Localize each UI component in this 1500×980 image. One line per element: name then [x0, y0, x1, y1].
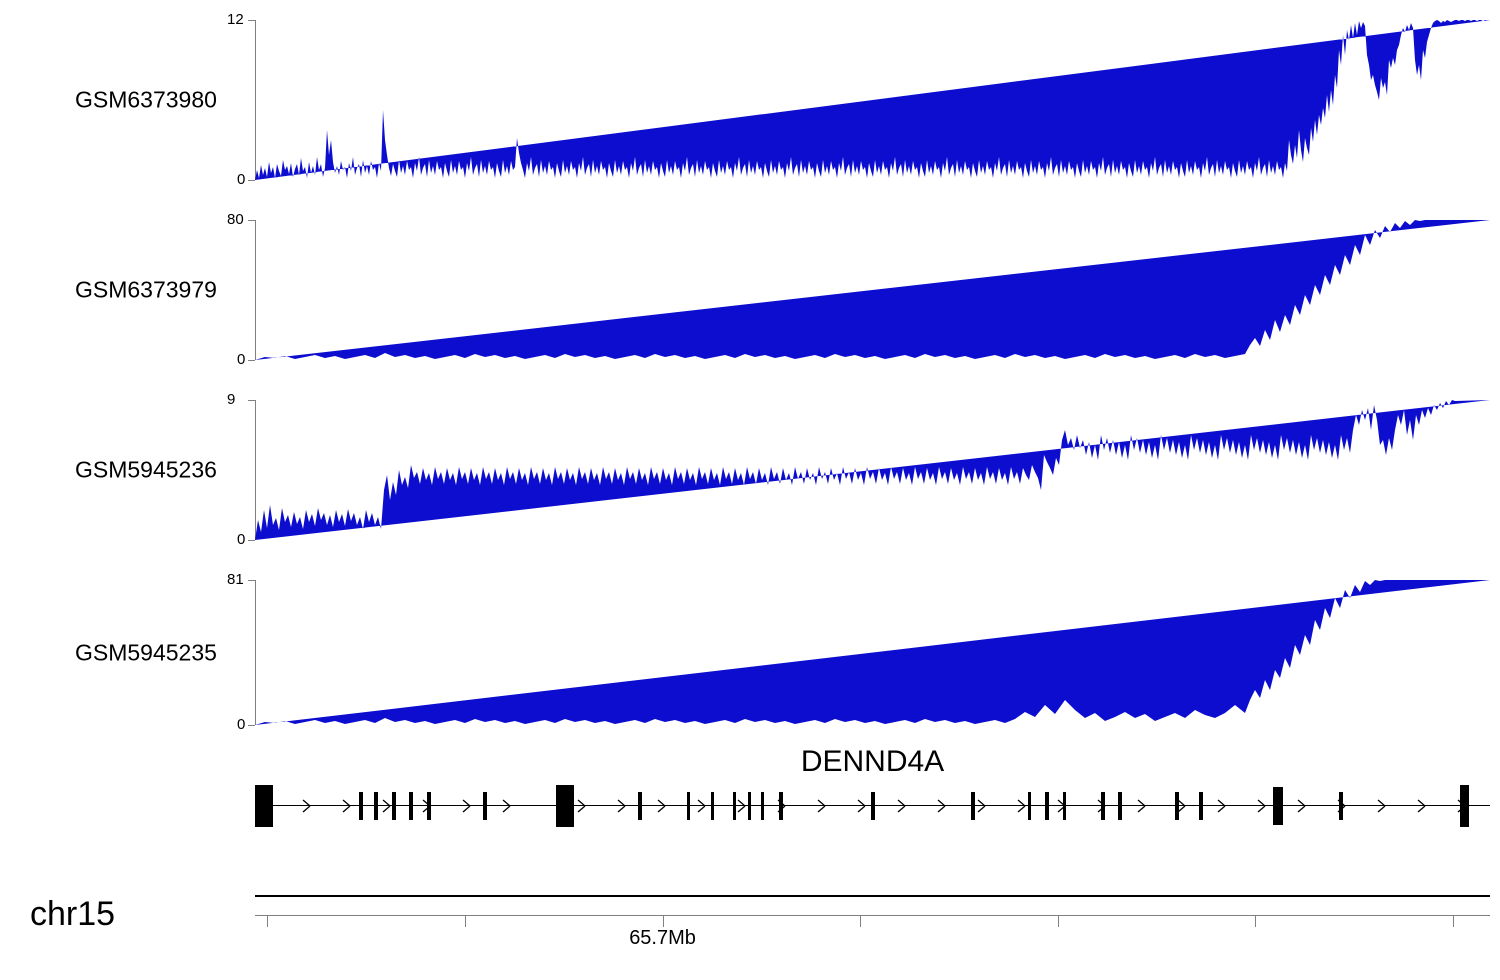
exon-box-25 [1339, 792, 1343, 820]
exon-box-23 [1199, 792, 1203, 820]
signal-polygon-1 [255, 220, 1490, 360]
y-axis-tick-bottom-3 [248, 725, 255, 726]
y-axis-max-label-1: 80 [227, 211, 244, 228]
ruler-tick-5 [1255, 915, 1256, 927]
exon-box-7 [556, 785, 574, 827]
exon-box-13 [761, 792, 764, 820]
y-axis-max-label-3: 81 [227, 571, 244, 588]
exon-box-3 [392, 792, 396, 820]
y-axis-min-label-0: 0 [237, 171, 245, 188]
signal-chart-3 [255, 580, 1490, 725]
exon-box-8 [638, 792, 642, 820]
ruler-position-label: 65.7Mb [613, 927, 713, 950]
y-axis-max-label-0: 12 [227, 11, 244, 28]
y-axis-tick-top-0 [248, 20, 255, 21]
track-plot-0: 12 0 [255, 20, 1490, 180]
signal-polygon-0 [255, 20, 1490, 180]
exon-box-4 [409, 792, 413, 820]
exon-box-10 [711, 792, 714, 820]
exon-box-14 [779, 792, 783, 820]
exon-box-2 [374, 792, 378, 820]
track-row-1: GSM6373979 80 0 [0, 200, 1500, 380]
track-plot-2: 9 0 [255, 400, 1490, 540]
ruler-tick-0 [267, 915, 268, 927]
y-axis-tick-top-3 [248, 580, 255, 581]
ruler-region: 65.7Mb [255, 895, 1490, 955]
y-axis-tick-bottom-2 [248, 540, 255, 541]
y-axis-tick-bottom-0 [248, 180, 255, 181]
exon-box-17 [1028, 792, 1031, 820]
y-axis-min-label-1: 0 [237, 351, 245, 368]
exon-box-26 [1460, 785, 1469, 827]
ruler-tick-2 [663, 915, 664, 927]
signal-polygon-3 [255, 580, 1490, 725]
chromosome-label: chr15 [30, 895, 115, 934]
exon-box-0 [255, 785, 273, 827]
exon-box-24 [1273, 787, 1283, 825]
signal-chart-1 [255, 220, 1490, 360]
ruler-tick-1 [465, 915, 466, 927]
exon-box-22 [1175, 792, 1179, 820]
exon-box-20 [1101, 792, 1105, 820]
ruler-tick-6 [1453, 915, 1454, 927]
ruler-top-line [255, 895, 1490, 897]
exon-box-21 [1118, 792, 1122, 820]
y-axis-max-label-2: 9 [227, 391, 235, 408]
track-label-2: GSM5945236 [75, 457, 217, 484]
exon-box-18 [1045, 792, 1049, 820]
y-axis-tick-bottom-1 [248, 360, 255, 361]
ruler-tick-4 [1058, 915, 1059, 927]
track-plot-3: 81 0 [255, 580, 1490, 725]
exon-box-6 [483, 792, 487, 820]
ruler-tick-3 [860, 915, 861, 927]
genome-browser-view: GSM6373980 12 0 GSM6373979 80 0 GSM59452 [0, 0, 1500, 980]
signal-chart-2 [255, 400, 1490, 540]
exon-box-16 [971, 792, 975, 820]
gene-name-label: DENND4A [255, 745, 1490, 779]
signal-chart-0 [255, 20, 1490, 180]
signal-polygon-2 [255, 400, 1490, 540]
exon-box-5 [427, 792, 431, 820]
y-axis-tick-top-1 [248, 220, 255, 221]
ruler-base-line [255, 915, 1490, 916]
exon-box-9 [687, 792, 690, 820]
y-axis-min-label-3: 0 [237, 716, 245, 733]
track-label-0: GSM6373980 [75, 87, 217, 114]
exon-box-11 [733, 792, 736, 820]
exon-box-15 [871, 792, 875, 820]
exon-box-12 [748, 792, 751, 820]
gene-track-body [255, 785, 1490, 827]
track-row-3: GSM5945235 81 0 [0, 560, 1500, 745]
track-label-1: GSM6373979 [75, 277, 217, 304]
track-plot-1: 80 0 [255, 220, 1490, 360]
track-row-2: GSM5945236 9 0 [0, 380, 1500, 560]
exon-box-19 [1063, 792, 1066, 820]
track-label-3: GSM5945235 [75, 639, 217, 666]
gene-model-region: DENND4A [255, 745, 1490, 905]
y-axis-tick-top-2 [248, 400, 255, 401]
y-axis-min-label-2: 0 [237, 531, 245, 548]
exon-box-1 [359, 792, 363, 820]
track-row-0: GSM6373980 12 0 [0, 0, 1500, 200]
